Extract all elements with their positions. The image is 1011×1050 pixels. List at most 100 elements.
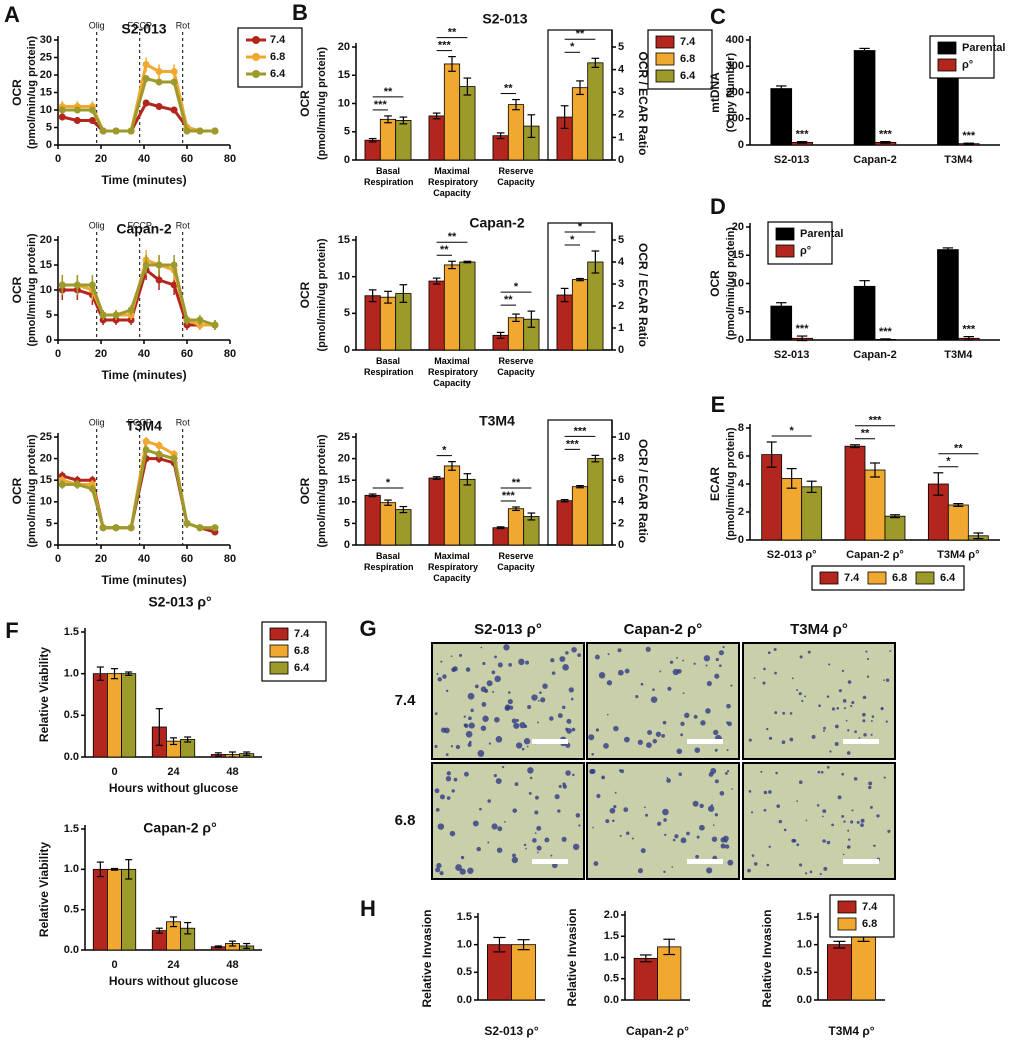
stained-cell [714, 673, 720, 679]
y-tick-label: 1.0 [457, 939, 472, 951]
stained-cell [841, 669, 845, 673]
category-label-box: Basal Respiration [364, 356, 414, 377]
stained-cell [696, 835, 700, 839]
stained-cell [834, 742, 839, 746]
stained-cell [443, 727, 450, 734]
bar [507, 104, 525, 161]
stained-cell [488, 742, 491, 745]
y-tick-label: 0.0 [457, 994, 472, 1006]
stained-cell [539, 691, 542, 694]
stained-cell [536, 825, 542, 831]
significance-label: ** [384, 86, 393, 98]
bar [486, 944, 512, 1001]
stained-cell [851, 701, 855, 705]
legend-swatch [775, 244, 795, 258]
x-tick-label: Reserve Capacity [497, 551, 535, 572]
stained-cell [552, 862, 558, 869]
legend-label: 6.8 [892, 572, 907, 584]
stained-cell [570, 697, 574, 701]
y-tick-label: 1.0 [797, 939, 812, 951]
significance-label: * [386, 477, 391, 489]
stained-cell [440, 660, 443, 663]
stained-cell [843, 707, 846, 710]
stained-cell [436, 672, 439, 675]
stained-cell [551, 671, 556, 675]
stained-cell [562, 784, 567, 789]
stained-cell [843, 820, 846, 823]
stained-cell [885, 720, 888, 723]
data-point [99, 524, 107, 532]
stained-cell [578, 824, 581, 827]
stained-cell [509, 705, 514, 710]
stained-cell [619, 834, 622, 837]
x-tick-label: T3M4 [944, 349, 973, 361]
stained-cell [572, 773, 575, 777]
y-axis-title: Relative Invasion [760, 909, 774, 1007]
chart-title: T3M4 [479, 413, 515, 429]
significance-label: * [570, 41, 575, 53]
stained-cell [507, 691, 511, 694]
y-axis-subtitle: (pmol/min/ug protein) [316, 238, 328, 351]
column-label: Capan-2 ρ° [624, 621, 703, 638]
stained-cell [529, 776, 533, 780]
bar [556, 294, 573, 351]
stained-cell [836, 706, 840, 710]
bar [395, 120, 412, 161]
y-axis-subtitle: (pmol/min/ug protein) [26, 233, 38, 346]
x-tick-label: 80 [224, 153, 236, 165]
data-point [142, 75, 150, 82]
significance-label: *** [879, 128, 893, 140]
stained-cell [470, 708, 474, 713]
stained-cell [791, 838, 796, 843]
data-point [88, 106, 96, 114]
event-label: Olig [89, 20, 105, 30]
stained-cell [705, 708, 711, 714]
chart-title: Capan-2 ρ° [143, 820, 216, 836]
stained-cell [727, 721, 732, 727]
stained-cell [453, 777, 458, 782]
legend-swatch [655, 35, 675, 49]
stained-cell [862, 719, 866, 723]
x-tick-label: 60 [181, 553, 193, 565]
stained-cell [446, 796, 451, 800]
stained-cell [525, 660, 530, 665]
y-tick-label: 10 [338, 271, 350, 283]
significance-label: * [442, 445, 447, 457]
stained-cell [727, 859, 734, 866]
stained-cell [463, 723, 467, 727]
category-label-box: Reserve Capacity [497, 166, 535, 187]
y-tick-label: 0.0 [64, 751, 79, 763]
stained-cell [620, 769, 625, 774]
legend-marker [252, 36, 260, 44]
stained-cell [534, 810, 539, 815]
stained-cell [870, 733, 873, 736]
stained-cell [655, 731, 662, 737]
data-point [196, 316, 204, 324]
y-tick-label: 1.5 [797, 911, 812, 923]
significance-label: *** [879, 326, 893, 338]
y-tick-label: 20 [338, 453, 350, 465]
stained-cell [796, 800, 799, 802]
data-point [58, 106, 66, 114]
y-tick-label: 1.5 [457, 911, 472, 923]
legend-label: Parental [962, 42, 1005, 54]
data-point [211, 321, 219, 329]
x-tick-label: 20 [95, 553, 107, 565]
legend-label: ρ° [800, 245, 811, 257]
bar [851, 936, 877, 1001]
stained-cell [588, 734, 595, 741]
data-point [211, 524, 219, 532]
significance-label: * [946, 456, 951, 468]
stained-cell [482, 715, 489, 722]
stained-cell [540, 697, 546, 703]
stained-cell [807, 650, 811, 654]
stained-cell [518, 658, 525, 666]
category-label-box: Basal Respiration [364, 166, 414, 187]
stained-cell [748, 790, 752, 793]
y-tick-label: 1.0 [604, 951, 619, 963]
bar [459, 261, 476, 351]
y-tick-label: 0 [738, 534, 744, 546]
stained-cell [883, 679, 885, 681]
y-axis-subtitle: (pmol/min/ug protein) [26, 36, 38, 149]
